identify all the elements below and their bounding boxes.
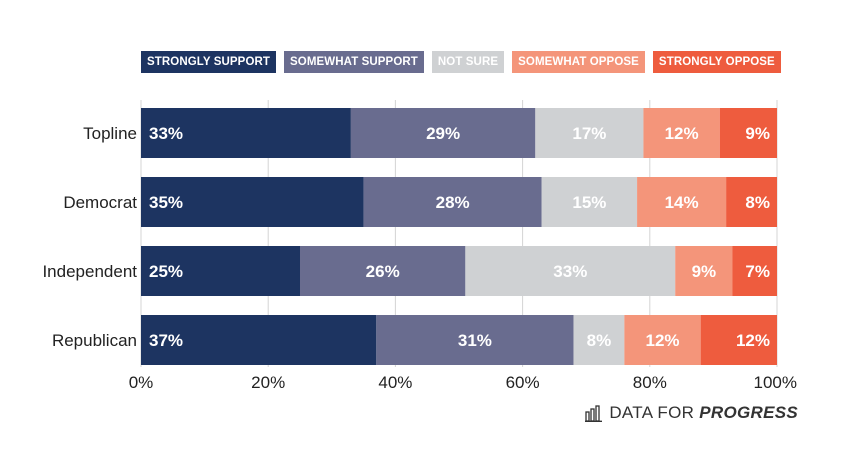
bar-segment <box>643 108 720 158</box>
bar-segment <box>637 177 727 227</box>
data-label: 33% <box>553 262 587 281</box>
data-label: 8% <box>745 193 770 212</box>
chart-legend: STRONGLY SUPPORT SOMEWHAT SUPPORT NOT SURE… <box>141 51 781 73</box>
data-label: 31% <box>458 331 492 350</box>
x-tick-label: 80% <box>633 373 667 392</box>
data-label: 26% <box>366 262 400 281</box>
bar-segment <box>573 315 625 365</box>
data-label: 15% <box>572 193 606 212</box>
bar-segment <box>732 246 777 296</box>
data-label: 37% <box>149 331 183 350</box>
x-tick-label: 100% <box>754 373 797 392</box>
data-label: 8% <box>587 331 612 350</box>
data-label: 7% <box>745 262 770 281</box>
bar-segment <box>541 177 638 227</box>
logo-text: DATA FOR PROGRESS <box>609 403 798 423</box>
logo-text-light: DATA FOR <box>609 403 695 422</box>
legend-item: STRONGLY OPPOSE <box>652 51 781 73</box>
category-label: Independent <box>42 262 137 281</box>
data-label: 25% <box>149 262 183 281</box>
data-label: 17% <box>572 124 606 143</box>
bar-segment <box>300 246 466 296</box>
bar-segment <box>535 108 644 158</box>
data-label: 12% <box>736 331 770 350</box>
bar-segment <box>350 108 536 158</box>
legend-item: STRONGLY SUPPORT <box>141 51 277 73</box>
category-label: Democrat <box>63 193 137 212</box>
bar-segment <box>624 315 701 365</box>
x-tick-label: 60% <box>506 373 540 392</box>
data-label: 12% <box>646 331 680 350</box>
x-tick-label: 40% <box>378 373 412 392</box>
bar-segment <box>363 177 542 227</box>
bar-segment <box>141 246 300 296</box>
bar-segment <box>719 108 777 158</box>
brand-logo: DATA FOR PROGRESS <box>585 401 798 425</box>
x-tick-label: 20% <box>251 373 285 392</box>
data-label: 9% <box>692 262 717 281</box>
data-label: 12% <box>665 124 699 143</box>
data-label: 28% <box>436 193 470 212</box>
x-tick-label: 0% <box>129 373 154 392</box>
bar-segment <box>141 315 377 365</box>
bar-segment <box>376 315 574 365</box>
category-label: Topline <box>83 124 137 143</box>
category-label: Republican <box>52 331 137 350</box>
bar-segment <box>141 108 351 158</box>
data-label: 33% <box>149 124 183 143</box>
bar-chart-icon <box>585 405 603 422</box>
bar-segment <box>141 177 364 227</box>
legend-item: SOMEWHAT OPPOSE <box>512 51 645 73</box>
data-label: 29% <box>426 124 460 143</box>
data-label: 14% <box>665 193 699 212</box>
bar-segment <box>700 315 777 365</box>
bar-segment <box>675 246 733 296</box>
data-label: 9% <box>745 124 770 143</box>
bar-segment <box>726 177 777 227</box>
bar-segment <box>465 246 676 296</box>
data-label: 35% <box>149 193 183 212</box>
logo-text-bold: PROGRESS <box>699 403 798 422</box>
legend-item: NOT SURE <box>431 51 505 73</box>
legend-item: SOMEWHAT SUPPORT <box>284 51 424 73</box>
